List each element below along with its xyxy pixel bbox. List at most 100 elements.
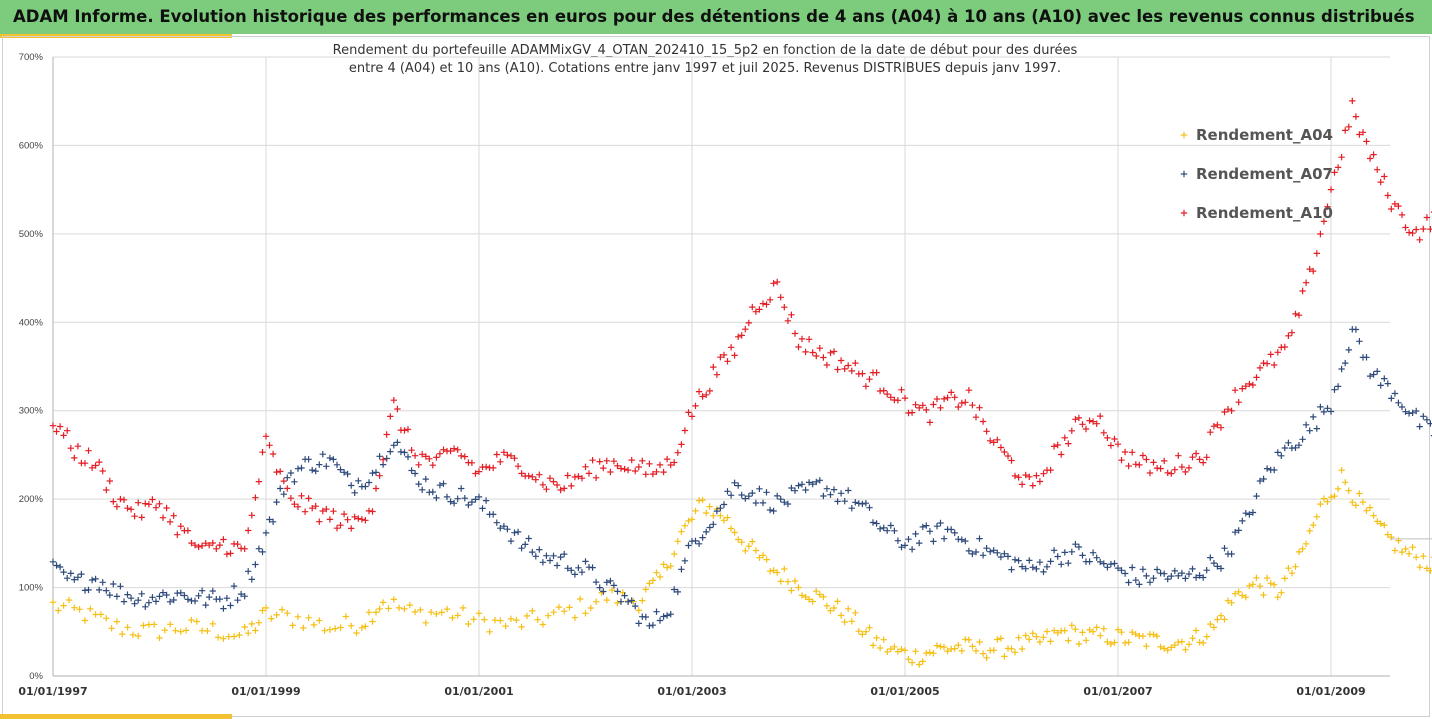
data-point (742, 495, 749, 502)
data-point (774, 569, 781, 576)
data-point (1423, 565, 1431, 572)
data-point (663, 564, 671, 571)
data-point (1242, 510, 1249, 517)
data-point (110, 498, 117, 505)
data-point (695, 388, 703, 395)
data-point (1224, 406, 1232, 413)
data-point (592, 578, 600, 586)
data-point (866, 504, 873, 511)
data-point (553, 562, 561, 569)
data-point (1164, 469, 1171, 476)
data-point (202, 540, 209, 547)
data-point (550, 552, 557, 559)
data-point (1256, 477, 1264, 485)
data-point (994, 636, 1001, 643)
data-point (1253, 574, 1260, 581)
data-point (834, 498, 841, 505)
data-point (337, 522, 344, 529)
data-point (1093, 420, 1100, 427)
data-point (433, 610, 440, 618)
data-point (628, 456, 635, 464)
data-point (983, 654, 990, 661)
data-point (1324, 405, 1331, 412)
data-point (990, 439, 997, 446)
data-point (241, 593, 248, 600)
data-point (280, 491, 287, 498)
data-point (459, 604, 467, 612)
data-point (555, 603, 563, 611)
data-point (589, 564, 596, 571)
data-point (1356, 338, 1363, 345)
data-point (1153, 566, 1161, 573)
data-point (166, 598, 174, 605)
data-point (1260, 475, 1267, 483)
data-point (1363, 138, 1370, 145)
data-point (624, 598, 632, 605)
data-point (681, 427, 689, 434)
data-point (642, 471, 649, 478)
data-point (1334, 164, 1342, 171)
data-point (1228, 407, 1235, 414)
data-point (827, 607, 834, 614)
data-point (385, 605, 392, 612)
data-point (1398, 548, 1406, 556)
data-point (422, 475, 429, 483)
data-point (1058, 561, 1065, 568)
data-point (1207, 620, 1214, 628)
data-point (1015, 634, 1022, 641)
data-point (1246, 582, 1253, 590)
data-point (443, 605, 451, 613)
data-point (1427, 567, 1432, 574)
data-point (248, 512, 255, 519)
data-point (340, 469, 348, 476)
data-point (745, 319, 752, 327)
data-point (742, 326, 749, 333)
data-point (1175, 572, 1182, 579)
data-point (656, 617, 664, 624)
data-point (805, 479, 813, 486)
data-point (1420, 413, 1427, 420)
data-point (923, 522, 930, 529)
data-point (1029, 564, 1036, 571)
data-point (983, 545, 990, 552)
data-point (912, 401, 919, 408)
data-point (344, 516, 351, 523)
data-point (1146, 579, 1154, 586)
data-point (561, 550, 568, 558)
data-point (809, 480, 816, 488)
data-point (545, 612, 552, 619)
data-point (823, 485, 831, 492)
data-point (816, 477, 823, 484)
data-point (140, 622, 147, 629)
data-point (1185, 570, 1193, 578)
legend-marker (1180, 209, 1188, 217)
data-point (660, 613, 667, 620)
data-point (1182, 575, 1189, 582)
data-point (497, 617, 504, 624)
data-point (596, 458, 603, 465)
data-point (958, 647, 965, 655)
data-point (53, 428, 60, 435)
data-point (438, 609, 445, 616)
data-point (305, 614, 312, 621)
data-point (944, 647, 951, 655)
data-point (720, 501, 728, 508)
data-point (167, 621, 174, 628)
data-point (1246, 511, 1253, 518)
data-point (1363, 354, 1370, 361)
data-point (151, 621, 158, 628)
data-point (649, 470, 657, 478)
data-point (129, 631, 137, 638)
data-point (1089, 628, 1097, 635)
data-point (1072, 416, 1079, 423)
data-point (277, 485, 284, 492)
data-point (575, 473, 582, 480)
data-point (1416, 564, 1423, 571)
data-point (1228, 550, 1235, 558)
data-point (206, 542, 213, 549)
data-point (287, 469, 295, 477)
data-point (1366, 504, 1374, 511)
data-point (713, 371, 721, 378)
data-point (1423, 416, 1431, 423)
data-point (1423, 214, 1431, 221)
